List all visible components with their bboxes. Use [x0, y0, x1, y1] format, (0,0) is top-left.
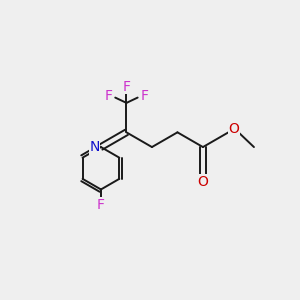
Text: F: F [122, 80, 130, 94]
Text: F: F [104, 88, 112, 103]
Text: F: F [141, 88, 149, 103]
Text: O: O [228, 122, 239, 136]
Text: O: O [197, 175, 208, 189]
Text: F: F [97, 198, 105, 212]
Text: N: N [89, 140, 100, 154]
